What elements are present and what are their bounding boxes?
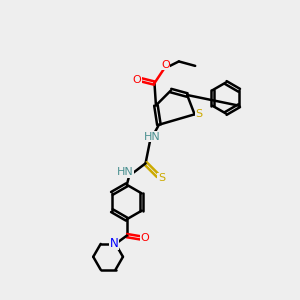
Text: N: N xyxy=(110,237,119,250)
Text: HN: HN xyxy=(117,167,134,177)
Text: HN: HN xyxy=(144,132,161,142)
Text: S: S xyxy=(158,173,165,183)
Text: O: O xyxy=(141,233,150,243)
Text: S: S xyxy=(195,109,202,119)
Text: O: O xyxy=(161,60,170,70)
Text: O: O xyxy=(132,75,141,85)
